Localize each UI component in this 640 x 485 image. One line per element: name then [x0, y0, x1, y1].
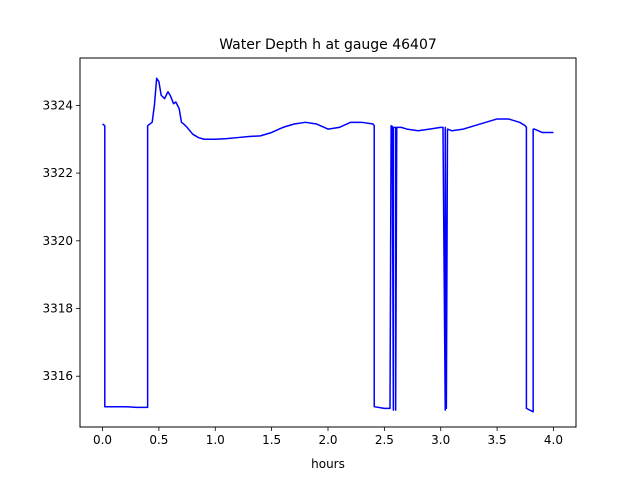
x-axis-label: hours — [311, 457, 345, 471]
y-tick-label: 3316 — [42, 369, 73, 383]
x-tick-label: 3.5 — [488, 433, 507, 447]
x-tick-label: 4.0 — [544, 433, 563, 447]
y-tick-label: 3320 — [42, 234, 73, 248]
x-tick-label: 2.0 — [318, 433, 337, 447]
x-tick-label: 2.5 — [375, 433, 394, 447]
y-tick-label: 3318 — [42, 302, 73, 316]
x-tick-label: 0.0 — [93, 433, 112, 447]
plot-frame — [79, 57, 577, 428]
x-tick-label: 1.0 — [206, 433, 225, 447]
series-layer — [102, 77, 554, 413]
y-tick-label: 3324 — [42, 98, 73, 112]
x-tick-label: 3.0 — [431, 433, 450, 447]
x-tick-label: 1.5 — [262, 433, 281, 447]
chart-title: Water Depth h at gauge 46407 — [219, 37, 437, 53]
x-tick-label: 0.5 — [149, 433, 168, 447]
y-tick-label: 3322 — [42, 166, 73, 180]
series-line — [102, 77, 554, 413]
ticks-layer: 0.0 0.5 1.0 1.5 2.0 2.5 3.0 3.5 4.0 3316 3318 3320 3… — [42, 98, 563, 447]
